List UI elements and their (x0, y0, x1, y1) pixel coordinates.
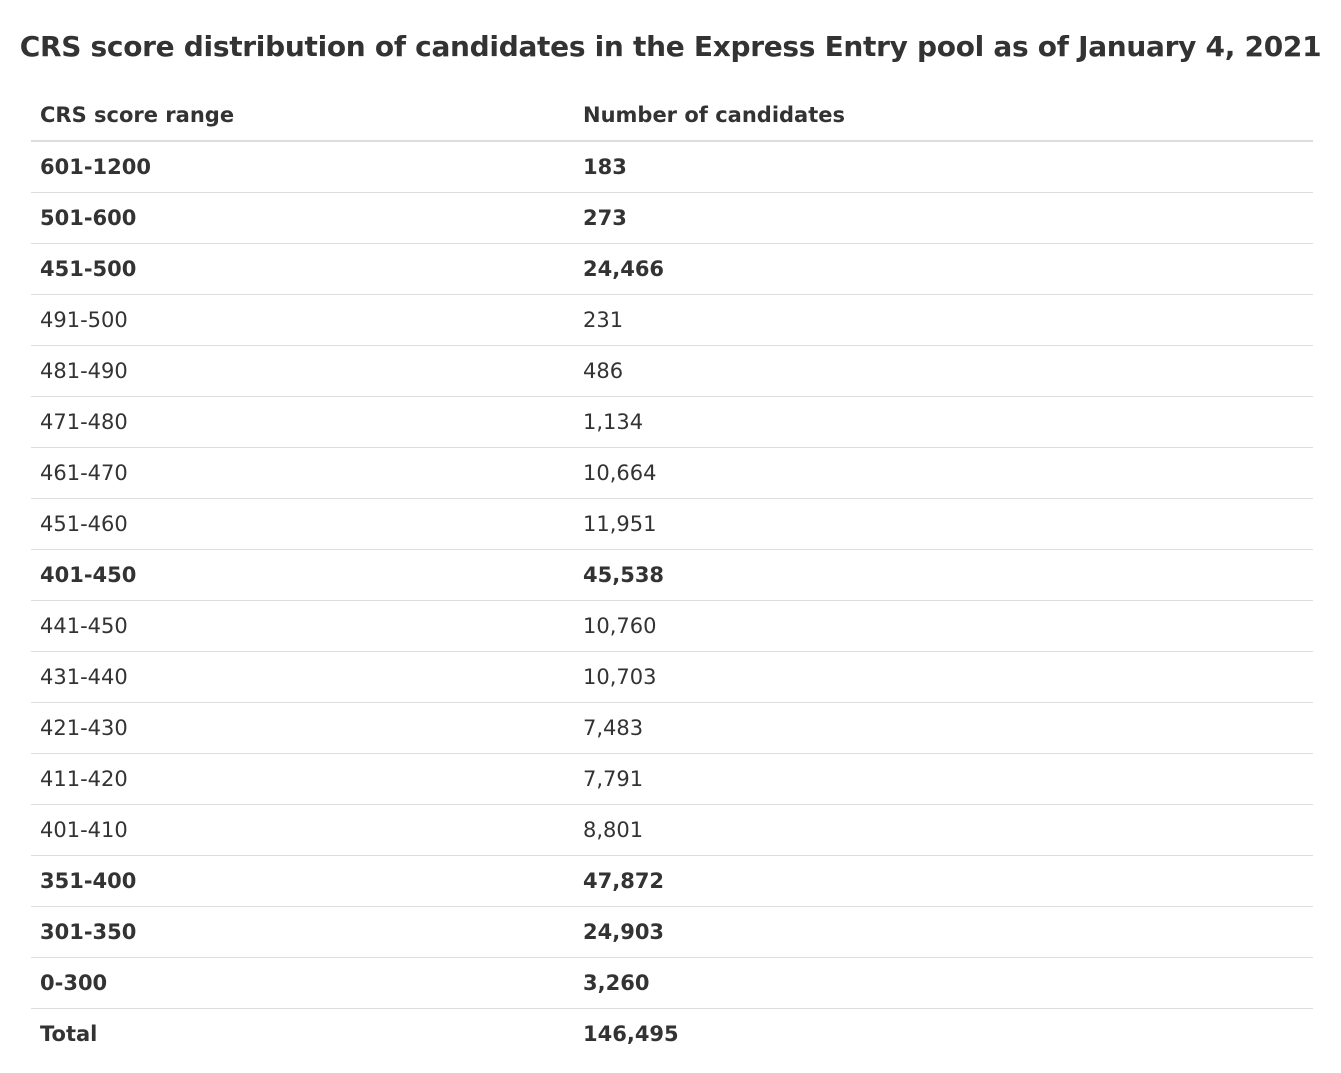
candidate-count-cell: 10,760 (583, 614, 657, 638)
candidate-count-cell: 8,801 (583, 818, 644, 842)
crs-score-range-cell: 451-460 (40, 512, 128, 536)
candidate-count-cell: 3,260 (583, 971, 650, 995)
candidate-count-cell: 10,664 (583, 461, 657, 485)
candidate-count-cell: 7,483 (583, 716, 644, 740)
crs-score-range-cell: 601-1200 (40, 155, 151, 179)
candidate-count-cell: 146,495 (583, 1022, 679, 1046)
column-header-number-of-candidates: Number of candidates (583, 103, 846, 127)
candidate-count-cell: 45,538 (583, 563, 665, 587)
table-row: 501-600 273 (31, 193, 1313, 244)
candidate-count-cell: 1,134 (583, 410, 644, 434)
table-row: 431-440 10,703 (31, 652, 1313, 703)
table-row: 451-460 11,951 (31, 499, 1313, 550)
crs-distribution-table: CRS score range Number of candidates 601… (31, 90, 1313, 1059)
crs-score-range-cell: 461-470 (40, 461, 128, 485)
table-row: 351-400 47,872 (31, 856, 1313, 907)
table-row: 441-450 10,760 (31, 601, 1313, 652)
table-row: 401-410 8,801 (31, 805, 1313, 856)
table-row: 421-430 7,483 (31, 703, 1313, 754)
crs-score-range-cell: 431-440 (40, 665, 128, 689)
candidate-count-cell: 24,466 (583, 257, 665, 281)
table-total-row: Total 146,495 (31, 1009, 1313, 1059)
crs-score-range-cell: 401-450 (40, 563, 137, 587)
table-row: 0-300 3,260 (31, 958, 1313, 1009)
column-header-crs-score-range: CRS score range (40, 103, 235, 127)
table-row: 461-470 10,664 (31, 448, 1313, 499)
crs-score-range-cell: Total (40, 1022, 98, 1046)
crs-score-range-cell: 351-400 (40, 869, 137, 893)
candidate-count-cell: 10,703 (583, 665, 657, 689)
candidate-count-cell: 24,903 (583, 920, 665, 944)
table-body: 601-1200 183 501-600 273 451-500 24,466 491-50… (31, 142, 1313, 1059)
crs-score-range-cell: 301-350 (40, 920, 137, 944)
table-row: 401-450 45,538 (31, 550, 1313, 601)
table-row: 491-500 231 (31, 295, 1313, 346)
crs-score-range-cell: 441-450 (40, 614, 128, 638)
crs-score-range-cell: 471-480 (40, 410, 128, 434)
candidate-count-cell: 11,951 (583, 512, 657, 536)
table-row: 601-1200 183 (31, 142, 1313, 193)
table-header-row: CRS score range Number of candidates (31, 90, 1313, 142)
table-row: 451-500 24,466 (31, 244, 1313, 295)
candidate-count-cell: 486 (583, 359, 624, 383)
candidate-count-cell: 231 (583, 308, 624, 332)
page-title: CRS score distribution of candidates in … (19, 30, 1322, 63)
crs-score-range-cell: 481-490 (40, 359, 128, 383)
table-row: 481-490 486 (31, 346, 1313, 397)
table-row: 471-480 1,134 (31, 397, 1313, 448)
crs-score-range-cell: 451-500 (40, 257, 137, 281)
crs-score-range-cell: 411-420 (40, 767, 128, 791)
crs-score-range-cell: 491-500 (40, 308, 128, 332)
crs-score-range-cell: 421-430 (40, 716, 128, 740)
crs-score-range-cell: 0-300 (40, 971, 108, 995)
crs-score-range-cell: 401-410 (40, 818, 128, 842)
table-row: 301-350 24,903 (31, 907, 1313, 958)
table-row: 411-420 7,791 (31, 754, 1313, 805)
crs-score-range-cell: 501-600 (40, 206, 137, 230)
candidate-count-cell: 273 (583, 206, 627, 230)
candidate-count-cell: 7,791 (583, 767, 644, 791)
candidate-count-cell: 183 (583, 155, 627, 179)
candidate-count-cell: 47,872 (583, 869, 665, 893)
